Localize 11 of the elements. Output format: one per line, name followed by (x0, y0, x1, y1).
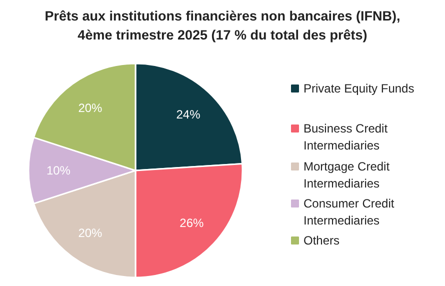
legend-label: Mortgage Credit Intermediaries (304, 160, 390, 190)
legend-label: Business Credit Intermediaries (304, 122, 388, 152)
legend-label: Private Equity Funds (304, 82, 414, 96)
data-label: 26% (180, 216, 204, 230)
data-label: 20% (78, 226, 103, 240)
data-label: 24% (176, 107, 201, 122)
legend-label: Consumer Credit Intermediaries (304, 196, 395, 228)
chart-title: Prêts aux institutions financières non bancaires (IFNB), 4ème trimestre 2025 (17 % du total des prêts) (44, 8, 400, 42)
legend-label: Others (304, 234, 340, 248)
data-label: 10% (46, 164, 71, 178)
data-label: 20% (78, 101, 103, 116)
